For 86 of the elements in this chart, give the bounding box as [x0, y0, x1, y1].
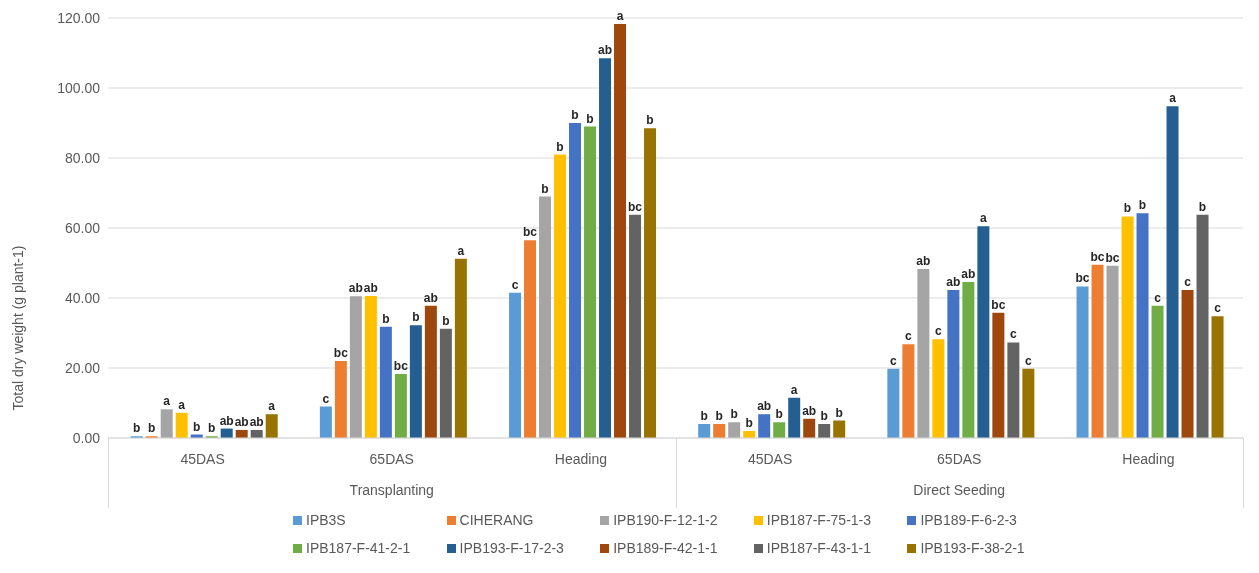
data-label: a — [980, 211, 988, 226]
data-label: a — [178, 397, 186, 412]
data-label: ab — [219, 413, 234, 428]
data-label: c — [905, 329, 913, 344]
y-tick-label: 60.00 — [64, 219, 101, 236]
data-label: b — [133, 421, 141, 436]
data-label: bc — [523, 225, 538, 240]
data-label: b — [745, 416, 753, 430]
data-label: b — [148, 421, 156, 436]
data-label: b — [208, 421, 216, 436]
legend-label: IPB3S — [306, 512, 346, 528]
data-label: b — [700, 409, 708, 423]
data-label: b — [820, 409, 828, 423]
x-tick-label: 65DAS — [369, 450, 414, 467]
data-label: b — [556, 139, 564, 154]
data-label: c — [511, 277, 519, 292]
y-tick-label: 40.00 — [64, 289, 101, 306]
data-label: b — [1123, 201, 1132, 216]
data-label: b — [412, 310, 420, 325]
data-label: ab — [598, 43, 613, 58]
data-label: a — [457, 243, 465, 258]
y-tick-label: 80.00 — [64, 149, 101, 166]
data-label: b — [586, 111, 594, 126]
data-label: bc — [1075, 271, 1090, 286]
data-label: c — [322, 391, 330, 406]
data-label: ab — [348, 281, 363, 296]
legend-label: CIHERANG — [459, 512, 534, 528]
x-tick-label: Heading — [554, 450, 607, 467]
data-label: ab — [946, 274, 961, 289]
legend-label: IPB189-F-6-2-3 — [920, 512, 1017, 528]
data-label: c — [1154, 290, 1162, 305]
y-axis-title: Total dry weight (g plant-1) — [9, 245, 26, 411]
data-label: ab — [249, 414, 264, 429]
text: Direct Seeding — [912, 482, 1007, 498]
data-label: ab — [802, 403, 817, 418]
data-label: a — [616, 8, 624, 23]
data-label: bc — [991, 297, 1006, 312]
x-tick-label: 65DAS — [937, 450, 982, 467]
data-label: b — [835, 405, 843, 420]
legend-label: IPB189-F-42-1-1 — [613, 540, 718, 556]
x-tick-label: Heading — [1122, 450, 1175, 467]
data-label: b — [193, 419, 201, 434]
data-label: bc — [628, 199, 643, 214]
legend-label: IPB193-F-17-2-3 — [459, 540, 564, 556]
data-label: c — [1025, 353, 1033, 368]
data-label: ab — [363, 280, 378, 295]
data-label: bc — [1090, 249, 1105, 264]
data-label: b — [382, 311, 390, 326]
data-label: b — [571, 108, 579, 122]
legend-label: IPB187-F-43-1-1 — [766, 540, 872, 556]
data-label: bc — [393, 358, 409, 373]
data-label: b — [646, 113, 654, 128]
data-label: a — [1169, 91, 1177, 106]
legend-label: IPB190-F-12-1-2 — [613, 512, 718, 528]
data-label: c — [935, 324, 943, 339]
data-label: ab — [916, 253, 931, 268]
x-tick-label: 45DAS — [180, 450, 225, 467]
x-tick-label: 45DAS — [747, 450, 793, 467]
data-label: a — [790, 382, 798, 397]
data-label: b — [442, 313, 450, 328]
y-tick-label: 100.00 — [57, 79, 101, 96]
data-label: ab — [234, 414, 249, 429]
data-label: c — [1214, 301, 1222, 316]
data-label: ab — [961, 266, 976, 281]
data-label: a — [163, 394, 171, 409]
data-label: ab — [757, 399, 772, 414]
legend-label: IPB187-F-75-1-3 — [766, 512, 872, 528]
data-label: b — [730, 407, 738, 422]
data-label: c — [890, 353, 898, 368]
data-label: c — [1184, 274, 1192, 289]
data-label: a — [268, 399, 276, 414]
data-label: b — [541, 181, 549, 196]
y-tick-label: 120.00 — [57, 9, 101, 26]
data-label: bc — [1105, 250, 1120, 265]
data-label: bc — [333, 346, 349, 360]
data-label: b — [715, 409, 723, 423]
data-label: b — [1198, 199, 1207, 214]
legend-label: IPB187-F-41-2-1 — [306, 540, 411, 556]
data-label: ab — [423, 290, 438, 305]
data-label: b — [1138, 198, 1147, 213]
text: Transplanting — [348, 482, 435, 498]
legend-label: IPB193-F-38-2-1 — [920, 540, 1025, 556]
y-tick-label: 0.00 — [72, 429, 101, 446]
data-label: c — [1010, 327, 1018, 342]
y-tick-label: 20.00 — [64, 359, 101, 376]
data-label: b — [775, 407, 783, 422]
